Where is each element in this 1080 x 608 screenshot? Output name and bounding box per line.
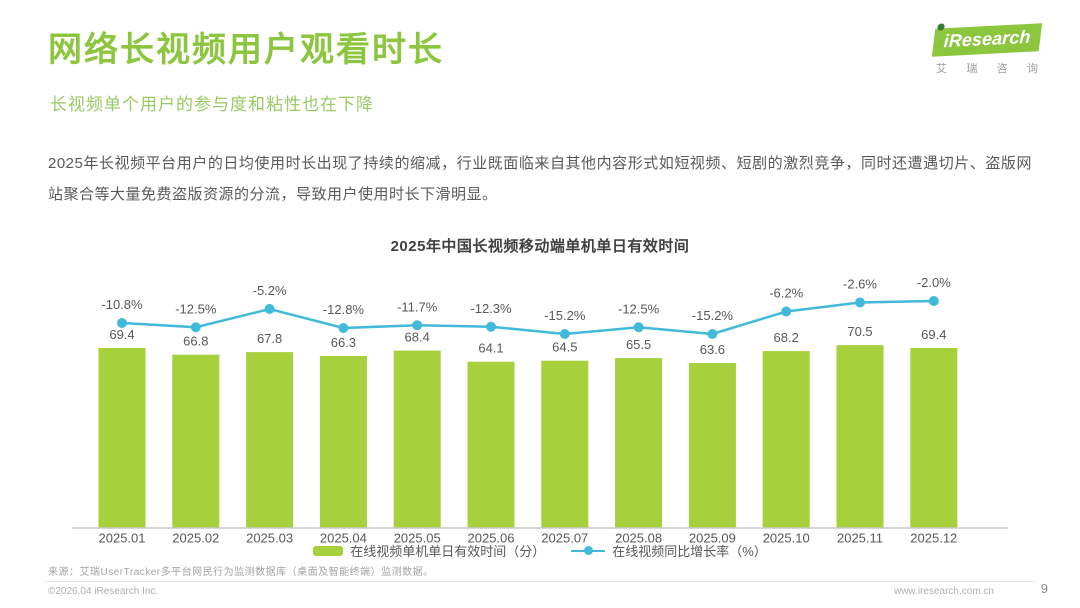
x-axis-label: 2025.05 — [394, 530, 441, 545]
x-axis-label: 2025.01 — [99, 530, 146, 545]
x-axis-label: 2025.09 — [689, 530, 736, 545]
bar-value-label: 69.4 — [109, 327, 134, 342]
growth-value-label: -6.2% — [769, 285, 803, 300]
bar-2025.07 — [541, 360, 589, 528]
line-swatch-icon — [571, 546, 606, 555]
page-subtitle: 长视频单个用户的参与度和粘性也在下降 — [50, 94, 374, 114]
growth-value-label: -2.6% — [843, 276, 877, 291]
growth-dot-2025.03 — [264, 303, 275, 314]
legend-item-bar: 在线视频单机单日有效时间（分） — [313, 541, 545, 560]
growth-dot-2025.04 — [338, 322, 349, 333]
logo-dot-icon — [937, 23, 945, 31]
source-note: 来源：艾瑞UserTracker多平台网民行为监测数据库（桌面及智能终端）监测数… — [48, 567, 434, 578]
bar-2025.05 — [393, 350, 441, 528]
bar-2025.10 — [762, 350, 810, 528]
growth-value-label: -5.2% — [253, 283, 287, 298]
growth-value-label: -12.5% — [618, 301, 660, 316]
legend-label-bar: 在线视频单机单日有效时间（分） — [350, 544, 546, 559]
bar-value-label: 63.6 — [700, 342, 725, 357]
growth-dot-2025.11 — [855, 297, 865, 308]
logo-cn-char: 咨 — [996, 63, 1008, 75]
copyright-note: ©2026.04 iResearch Inc. — [48, 586, 159, 597]
bar-2025.09 — [688, 362, 736, 528]
growth-dot-2025.05 — [412, 320, 423, 331]
growth-line — [121, 299, 934, 336]
growth-dot-2025.09 — [707, 328, 718, 339]
bar-2025.04 — [319, 355, 367, 528]
intro-paragraph: 2025年长视频平台用户的日均使用时长出现了持续的缩减，行业既面临来自其他内容形… — [48, 154, 1032, 203]
growth-dot-2025.07 — [559, 328, 570, 339]
growth-dot-2025.08 — [633, 322, 644, 333]
x-axis-label: 2025.02 — [172, 530, 219, 545]
logo-cn-char: 询 — [1026, 63, 1038, 75]
header: 网络长视频用户观看时长 长视频单个用户的参与度和粘性也在下降 — [0, 0, 1080, 115]
bar-value-label: 64.5 — [552, 339, 577, 354]
website-url: www.iresearch.com.cn — [893, 586, 994, 597]
bar-value-label: 69.4 — [921, 327, 946, 342]
x-axis-label: 2025.08 — [615, 530, 662, 545]
growth-value-label: -15.2% — [692, 308, 734, 323]
footer-divider — [44, 581, 1036, 582]
growth-dot-2025.06 — [486, 321, 496, 332]
page-title: 网络长视频用户观看时长 — [48, 31, 444, 69]
x-axis-label: 2025.04 — [320, 530, 367, 545]
x-axis-label: 2025.11 — [837, 530, 883, 545]
bar-value-label: 65.5 — [626, 337, 651, 352]
bar-value-label: 66.3 — [331, 335, 356, 350]
growth-value-label: -15.2% — [544, 308, 586, 323]
growth-dot-2025.10 — [781, 306, 792, 317]
growth-dot-2025.01 — [117, 317, 127, 328]
bar-line-chart: 69.4 2025.01 66.8 2025.02 67.8 2025.03 66.3 202… — [72, 275, 1008, 545]
iresearch-logo: iResearch 艾 瑞 咨 询 — [931, 23, 1043, 76]
x-axis-label: 2025.10 — [763, 530, 810, 545]
x-axis-label: 2025.06 — [468, 530, 515, 545]
bar-swatch-icon — [313, 545, 344, 556]
bar-2025.01 — [98, 347, 146, 528]
bar-2025.08 — [615, 357, 663, 528]
bar-value-label: 68.2 — [774, 330, 799, 345]
chart-title: 2025年中国长视频移动端单机单日有效时间 — [390, 237, 690, 255]
growth-value-label: -12.3% — [470, 301, 512, 316]
x-axis-label: 2025.07 — [541, 530, 588, 545]
legend-label-line: 在线视频同比增长率（%） — [612, 544, 767, 559]
bar-2025.06 — [467, 361, 515, 528]
growth-dot-2025.02 — [190, 322, 201, 333]
bar-value-label: 70.5 — [847, 324, 872, 339]
bar-2025.02 — [172, 354, 220, 528]
growth-value-label: -11.7% — [397, 299, 438, 314]
logo-brand: iResearch — [943, 26, 1031, 52]
logo-cn-char: 艾 — [936, 63, 947, 75]
bar-2025.12 — [910, 347, 958, 528]
growth-dot-2025.12 — [928, 295, 939, 306]
growth-value-label: -2.0% — [917, 275, 951, 290]
logo-brand-cn: 艾瑞咨询 — [932, 60, 1042, 76]
growth-value-label: -12.8% — [323, 302, 365, 317]
x-axis-label: 2025.12 — [910, 530, 957, 545]
logo-cn-char: 瑞 — [966, 63, 978, 75]
bar-value-label: 67.8 — [257, 331, 282, 346]
growth-value-label: -10.8% — [101, 297, 143, 312]
bar-value-label: 68.4 — [405, 329, 430, 344]
x-axis-label: 2025.03 — [246, 530, 293, 545]
page-number: 9 — [1040, 581, 1048, 596]
line-dot-icon — [584, 546, 594, 555]
logo-mark: iResearch — [931, 23, 1043, 57]
growth-value-label: -12.5% — [175, 301, 217, 316]
chart-legend: 在线视频单机单日有效时间（分） 在线视频同比增长率（%） — [0, 541, 1080, 560]
legend-item-line: 在线视频同比增长率（%） — [571, 541, 767, 560]
bar-2025.03 — [246, 351, 294, 528]
bar-2025.11 — [836, 344, 884, 528]
bar-value-label: 66.8 — [183, 334, 208, 349]
bar-value-label: 64.1 — [478, 341, 503, 356]
